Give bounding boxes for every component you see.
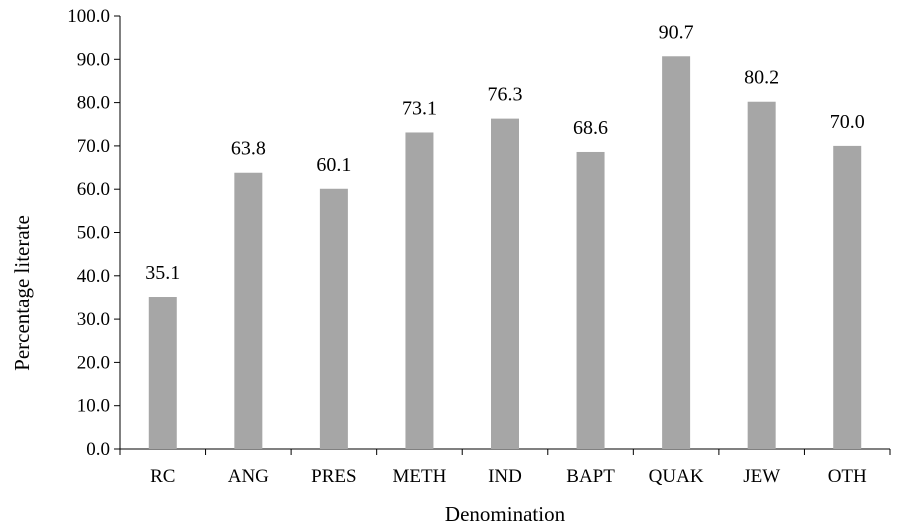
y-tick-label: 40.0 <box>77 266 110 287</box>
y-tick-label: 0.0 <box>86 439 110 460</box>
x-tick-label: IND <box>488 466 522 487</box>
y-tick-label: 20.0 <box>77 352 110 373</box>
bar-ang <box>234 172 263 449</box>
y-tick-label: 90.0 <box>77 49 110 70</box>
x-tick-label: BAPT <box>566 466 615 487</box>
x-tick-label: JEW <box>743 466 780 487</box>
y-tick-label: 10.0 <box>77 396 110 417</box>
y-axis-title: Percentage literate <box>10 215 34 371</box>
data-label: 35.1 <box>145 262 180 284</box>
bar-rc <box>148 297 177 449</box>
data-label: 68.6 <box>573 117 608 139</box>
data-label: 90.7 <box>659 21 694 43</box>
data-label: 76.3 <box>488 84 523 106</box>
bar-pres <box>319 188 348 449</box>
x-tick-label: ANG <box>228 466 269 487</box>
y-axis: 0.0 10.0 20.0 30.0 40.0 50.0 60.0 70.0 80.0 90.0 1… <box>67 6 121 460</box>
data-label: 63.8 <box>231 138 266 160</box>
x-axis-title: Denomination <box>445 502 566 526</box>
data-labels: 35.1 63.8 60.1 73.1 76.3 68.6 90.7 80.2 70.0 <box>145 21 864 284</box>
y-tick-label: 60.0 <box>77 179 110 200</box>
data-label: 70.0 <box>830 111 865 133</box>
x-tick-label: RC <box>150 466 175 487</box>
bar-bapt <box>576 151 605 449</box>
data-label: 80.2 <box>744 67 779 89</box>
y-tick-label: 100.0 <box>67 6 110 27</box>
x-tick-label: OTH <box>828 466 867 487</box>
y-tick-label: 70.0 <box>77 136 110 157</box>
bar-jew <box>747 101 776 449</box>
bar-meth <box>405 132 434 450</box>
y-tick-label: 80.0 <box>77 93 110 114</box>
bar-oth <box>833 145 862 449</box>
x-tick-label: PRES <box>311 466 356 487</box>
bars <box>148 56 862 450</box>
y-tick-label: 30.0 <box>77 309 110 330</box>
x-axis: RC ANG PRES METH IND BAPT QUAK JEW OTH <box>119 448 891 487</box>
data-label: 73.1 <box>402 97 437 119</box>
bar-quak <box>662 56 691 449</box>
data-label: 60.1 <box>316 154 351 176</box>
x-tick-label: METH <box>393 466 447 487</box>
bar-ind <box>491 118 519 449</box>
y-tick-label: 50.0 <box>77 223 110 244</box>
x-tick-label: QUAK <box>649 466 704 487</box>
